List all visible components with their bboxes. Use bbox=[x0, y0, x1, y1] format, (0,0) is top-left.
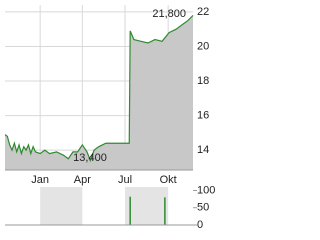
y-tick-label: 22 bbox=[197, 6, 209, 18]
y-tick-label: 18 bbox=[197, 75, 209, 87]
x-tick-label: Jul bbox=[118, 174, 132, 186]
x-tick-label: Jan bbox=[31, 174, 49, 186]
x-tick-label: Okt bbox=[160, 174, 177, 186]
max-annotation: 21,800 bbox=[152, 8, 186, 20]
min-annotation: 13,400 bbox=[73, 152, 107, 164]
x-tick-label: Apr bbox=[74, 174, 91, 186]
quarter-band bbox=[40, 187, 83, 225]
y-tick-label: 50 bbox=[197, 202, 209, 214]
line bbox=[4, 14, 194, 163]
quarter-band bbox=[125, 187, 169, 225]
area bbox=[5, 15, 193, 171]
y-tick-label: 0 bbox=[197, 219, 203, 231]
chart: Jan Apr Jul Okt 14 16 18 20 22 21,800 13,400 0 50 100 bbox=[4, 5, 215, 231]
y-tick-label: 14 bbox=[197, 144, 209, 156]
y-tick-label: 16 bbox=[197, 109, 209, 121]
y-tick-label: 20 bbox=[197, 40, 209, 52]
y-tick-label: 100 bbox=[197, 184, 215, 196]
